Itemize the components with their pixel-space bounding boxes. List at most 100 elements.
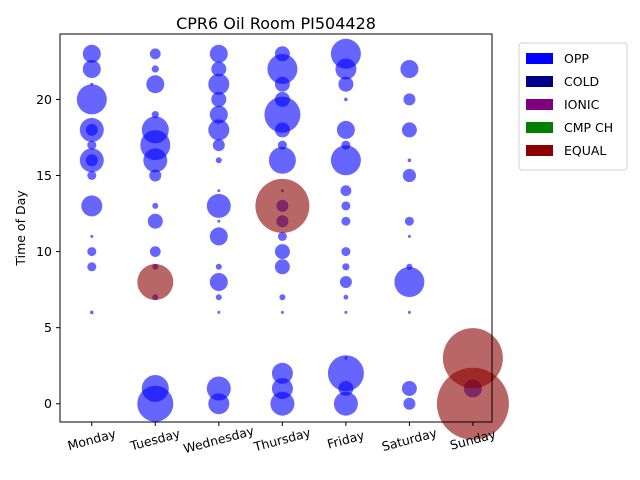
data-point-opp: [271, 362, 293, 384]
data-point-equal: [436, 367, 509, 440]
data-point-opp: [82, 60, 101, 78]
data-point-opp: [206, 376, 231, 401]
data-point-opp: [400, 60, 419, 78]
legend: OPP COLD IONIC CMP CH EQUAL: [518, 42, 628, 171]
x-tick-label: Saturday: [380, 425, 439, 454]
y-axis-label: Time of Day: [13, 190, 28, 267]
points-layer: [76, 38, 509, 440]
data-point-opp: [267, 54, 298, 84]
data-point-opp: [342, 263, 350, 271]
data-point-opp: [208, 393, 230, 415]
data-point-opp: [394, 267, 425, 297]
data-point-opp: [209, 105, 228, 124]
data-point-opp: [90, 310, 94, 315]
legend-label: OPP: [564, 51, 589, 66]
data-point-opp: [403, 93, 416, 106]
data-point-opp: [401, 122, 417, 138]
data-point-opp: [215, 157, 222, 164]
data-point-opp: [338, 381, 354, 396]
legend-swatch: [526, 76, 553, 87]
data-point-opp: [215, 263, 222, 270]
data-point-opp: [407, 310, 411, 314]
data-point-opp: [152, 202, 159, 209]
y-tick-label: 15: [36, 168, 52, 183]
y-axis: 0 5 10 15 20: [36, 92, 60, 411]
x-tick-label: Friday: [326, 427, 367, 451]
data-point-opp: [217, 189, 221, 193]
data-point-opp: [274, 244, 290, 260]
legend-label: EQUAL: [564, 143, 606, 158]
data-point-opp: [206, 193, 231, 218]
data-point-opp: [264, 96, 301, 133]
legend-swatch: [526, 145, 553, 156]
data-point-opp: [82, 44, 101, 63]
data-point-opp: [146, 75, 165, 94]
data-point-opp: [268, 146, 296, 174]
data-point-opp: [209, 44, 228, 63]
data-point-opp: [212, 139, 225, 152]
data-point-opp: [274, 122, 290, 138]
data-point-opp: [217, 219, 221, 223]
y-tick-label: 5: [44, 320, 52, 335]
x-tick-label: Wednesday: [182, 423, 256, 456]
data-point-opp: [85, 154, 98, 167]
data-point-opp: [343, 294, 349, 300]
data-point-opp: [76, 84, 107, 115]
data-point-opp: [404, 216, 414, 226]
legend-swatch: [526, 99, 553, 110]
legend-label: CMP CH: [564, 120, 613, 135]
data-point-opp: [85, 123, 98, 136]
data-point-opp: [401, 381, 417, 396]
data-point-equal: [255, 178, 310, 233]
legend-box: [518, 42, 628, 171]
data-point-opp: [333, 391, 358, 416]
data-point-opp: [407, 158, 412, 163]
data-point-opp: [340, 185, 352, 197]
legend-swatch: [526, 53, 553, 64]
data-point-opp: [407, 234, 411, 238]
data-point-opp: [280, 310, 284, 314]
data-point-opp: [403, 397, 416, 410]
legend-label: IONIC: [564, 97, 600, 112]
data-point-opp: [344, 310, 348, 314]
data-point-equal: [137, 264, 174, 300]
x-tick-label: Monday: [66, 426, 118, 453]
data-point-opp: [327, 355, 364, 392]
data-point-opp: [87, 262, 97, 272]
y-tick-label: 20: [36, 92, 52, 107]
data-point-opp: [277, 231, 287, 241]
legend-swatch: [526, 122, 553, 133]
data-point-opp: [149, 48, 161, 60]
data-point-opp: [151, 111, 159, 119]
data-point-opp: [336, 120, 355, 139]
data-point-opp: [137, 385, 174, 422]
data-point-opp: [402, 168, 416, 183]
data-point-opp: [341, 201, 351, 211]
data-point-opp: [211, 91, 227, 107]
data-point-opp: [151, 65, 159, 73]
plot-frame: [59, 33, 493, 423]
data-point-opp: [279, 294, 286, 301]
data-point-opp: [330, 145, 361, 176]
data-point-opp: [147, 213, 163, 229]
x-tick-label: Thursday: [251, 425, 313, 455]
data-point-opp: [87, 171, 97, 180]
data-point-opp: [87, 140, 97, 150]
data-point-opp: [217, 310, 221, 314]
data-point-opp: [143, 148, 168, 173]
data-point-opp: [270, 391, 295, 416]
data-point-opp: [149, 169, 162, 182]
data-point-opp: [209, 227, 228, 246]
data-point-opp: [208, 73, 230, 95]
data-point-opp: [274, 76, 290, 92]
y-tick-label: 0: [44, 396, 52, 411]
data-point-opp: [211, 61, 227, 77]
data-point-opp: [274, 259, 290, 275]
data-point-opp: [335, 58, 357, 80]
data-point-opp: [330, 38, 361, 69]
data-point-opp: [81, 195, 103, 217]
data-point-opp: [208, 119, 230, 141]
x-tick-label: Tuesday: [128, 426, 183, 454]
